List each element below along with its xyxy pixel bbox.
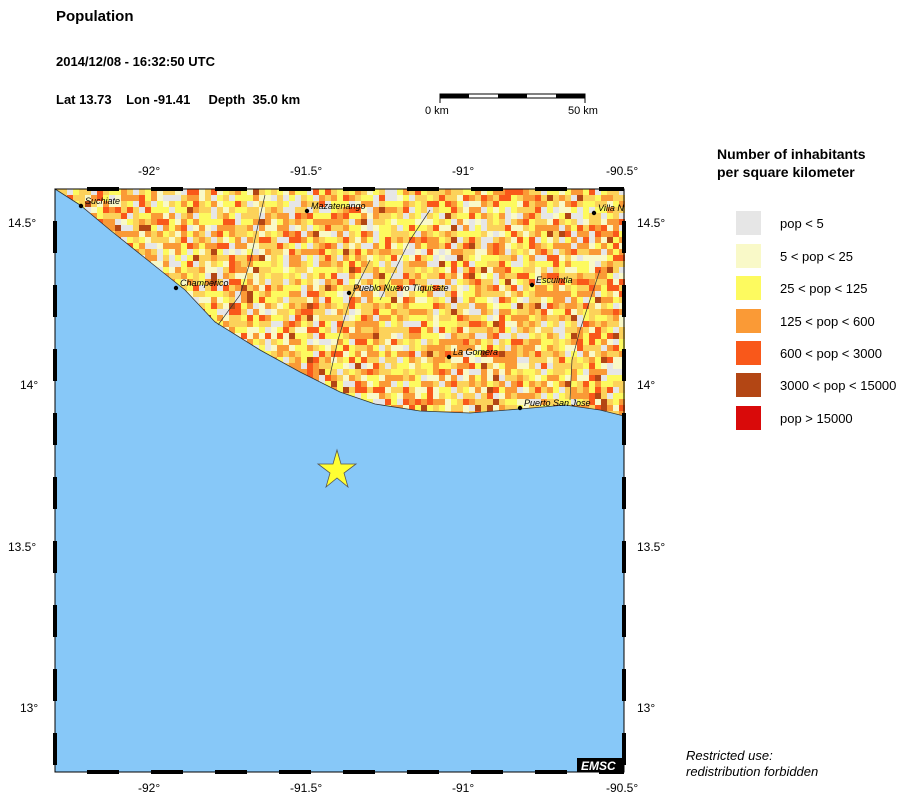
lon-tick-top-1: -92° (138, 164, 161, 178)
city-marker: Suchiate (78, 196, 120, 209)
lat-tick-right-4: 13° (637, 701, 656, 715)
city-dot (173, 285, 179, 291)
lon-tick-bottom-1: -92° (138, 781, 161, 795)
legend-title: Number of inhabitants per square kilomet… (717, 145, 866, 181)
legend-label: 25 < pop < 125 (780, 281, 868, 296)
restriction-note: Restricted use: redistribution forbidden (686, 748, 818, 780)
scale-right-label: 50 km (568, 105, 598, 117)
legend-swatch (736, 406, 761, 430)
city-label: Puerto San Jose (524, 398, 591, 408)
city-label: Champerico (180, 278, 229, 288)
city-dot (517, 405, 523, 411)
lon-tick-bottom-4: -90.5° (606, 781, 639, 795)
legend-label: pop < 5 (780, 216, 824, 231)
legend-label: 125 < pop < 600 (780, 314, 875, 329)
city-label: Escuintla (536, 275, 573, 285)
legend-title-line1: Number of inhabitants (717, 146, 866, 162)
legend-swatch (736, 244, 761, 268)
legend-swatch (736, 211, 761, 235)
city-label: La Gomera (453, 347, 498, 357)
emsc-watermark: EMSC (581, 759, 616, 773)
city-dot (591, 210, 597, 216)
lat-tick-right-1: 14.5° (637, 216, 666, 230)
lat-tick-left-4: 13° (20, 701, 39, 715)
city-dot (304, 208, 310, 214)
scale-left-label: 0 km (425, 105, 449, 117)
legend-title-line2: per square kilometer (717, 164, 855, 180)
legend-swatch (736, 373, 761, 397)
lat-tick-right-3: 13.5° (637, 540, 666, 554)
city-label: Villa N (598, 203, 624, 213)
legend-swatch (736, 341, 761, 365)
event-location: Lat 13.73 Lon -91.41 Depth 35.0 km (56, 92, 301, 107)
legend-label: 600 < pop < 3000 (780, 346, 882, 361)
restriction-note-line2: redistribution forbidden (686, 764, 819, 779)
lat-tick-left-2: 14° (20, 378, 39, 392)
city-marker: Champerico (173, 278, 229, 291)
city-dot (78, 203, 84, 209)
lon-tick-bottom-3: -91° (452, 781, 475, 795)
city-marker: Villa N (591, 203, 624, 216)
emsc-watermark-bg (577, 758, 624, 772)
lon-tick-bottom-2: -91.5° (290, 781, 323, 795)
rivers (217, 194, 601, 401)
city-dot (529, 282, 535, 288)
map-title: Population (56, 8, 134, 25)
legend-swatch (736, 309, 761, 333)
restriction-note-line1: Restricted use: (686, 748, 773, 763)
city-marker: Pueblo Nuevo Tiquisate (346, 283, 448, 296)
lon-tick-top-4: -90.5° (606, 164, 639, 178)
city-marker: Escuintla (529, 275, 573, 288)
city-dot (446, 354, 452, 360)
city-marker: Puerto San Jose (517, 398, 591, 411)
lon-tick-top-3: -91° (452, 164, 475, 178)
frame-dashes (53, 187, 626, 774)
city-label: Pueblo Nuevo Tiquisate (353, 283, 448, 293)
legend-label: pop > 15000 (780, 411, 853, 426)
lat-tick-right-2: 14° (637, 378, 656, 392)
scale-bar (439, 93, 586, 103)
lon-tick-top-2: -91.5° (290, 164, 323, 178)
city-marker: La Gomera (446, 347, 498, 360)
lat-tick-left-1: 14.5° (8, 216, 37, 230)
epicenter-star (316, 448, 358, 489)
city-dot (346, 290, 352, 296)
legend-label: 5 < pop < 25 (780, 249, 854, 264)
event-datetime: 2014/12/08 - 16:32:50 UTC (56, 54, 215, 69)
cities-layer: Suchiate Mazatenango Villa N Champerico Pueb… (78, 196, 624, 411)
city-label: Suchiate (85, 196, 120, 206)
city-marker: Mazatenango (304, 201, 366, 214)
city-label: Mazatenango (311, 201, 366, 211)
lat-tick-left-3: 13.5° (8, 540, 37, 554)
legend-label: 3000 < pop < 15000 (780, 378, 897, 393)
legend-swatch (736, 276, 761, 300)
